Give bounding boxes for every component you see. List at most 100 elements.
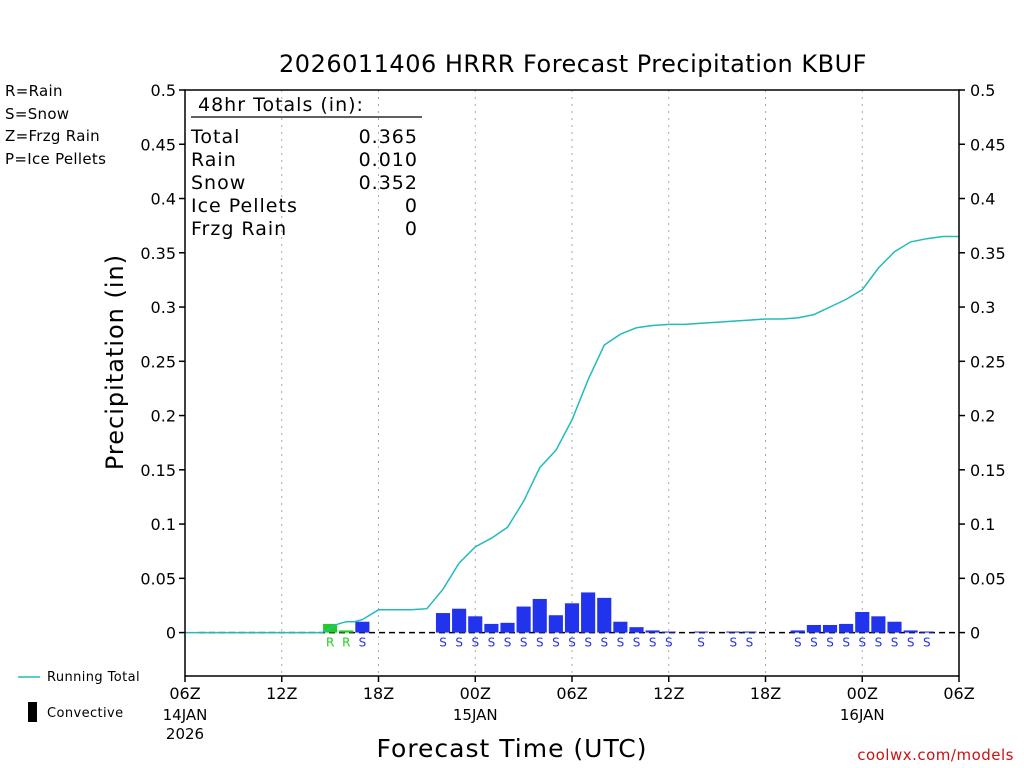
precip-type-label: S [536,636,544,650]
x-tick-year: 2026 [166,725,204,743]
precip-type-label: S [891,636,899,650]
y-tick-label-right: 0.05 [970,569,1006,588]
y-tick-label-right: 0.35 [970,244,1006,263]
totals-row-label: Ice Pellets [191,195,298,217]
totals-row-value: 0 [405,195,418,217]
precip-type-label: S [504,636,512,650]
y-tick-label-left: 0.4 [151,190,176,209]
x-tick-label: 18Z [363,684,394,703]
precip-type-label: S [633,636,641,650]
totals-row-label: Rain [191,149,237,171]
totals-row-label: Frzg Rain [191,218,287,240]
precip-bar [790,630,805,633]
precip-type-label: S [617,636,625,650]
precip-bar [887,621,902,633]
precip-bar [597,597,612,633]
precip-type-label: S [439,636,447,650]
precip-bar [629,627,644,633]
y-tick-label-left: 0.1 [151,515,176,534]
precip-bar [468,616,483,633]
precip-bar [452,608,467,633]
precip-type-label: S [875,636,883,650]
precip-type-label: S [584,636,592,650]
y-tick-label-left: 0.3 [151,298,176,317]
totals-row-value: 0.010 [359,149,418,171]
x-tick-label: 06Z [943,684,974,703]
precip-bar [726,631,741,633]
totals-row-label: Snow [191,172,246,194]
precip-type-label: S [858,636,866,650]
chart-title: 2026011406 HRRR Forecast Precipitation K… [279,50,867,78]
precip-type-label: S [697,636,705,650]
x-tick-label: 12Z [266,684,297,703]
precip-bar [806,624,821,633]
y-tick-label-right: 0.25 [970,352,1006,371]
precip-type-label: S [488,636,496,650]
precip-type-label: S [907,636,915,650]
y-tick-label-right: 0 [970,624,980,643]
running-total-line [185,235,959,634]
precip-bar [548,615,563,633]
precip-type-label: S [552,636,560,650]
precip-bar [500,622,515,633]
y-tick-label-right: 0.3 [970,298,995,317]
precip-type-label: S [455,636,463,650]
precip-bar [839,623,854,633]
precip-type-label: S [359,636,367,650]
x-tick-label: 18Z [750,684,781,703]
precip-bar [484,623,499,633]
precip-type-label: S [471,636,479,650]
precip-bar [871,616,886,633]
convective-legend-swatch [28,702,37,722]
y-tick-label-right: 0.1 [970,515,995,534]
precip-type-label: S [810,636,818,650]
y-tick-label-right: 0.4 [970,190,995,209]
y-tick-label-left: 0.5 [151,81,176,100]
y-tick-label-right: 0.2 [970,407,995,426]
x-axis-title: Forecast Time (UTC) [376,734,648,763]
x-tick-label: 06Z [169,684,200,703]
precip-type-label: R [326,636,334,650]
precip-bar [661,631,676,633]
y-tick-label-left: 0.45 [140,135,176,154]
x-tick-date: 15JAN [453,706,498,724]
y-tick-label-left: 0.25 [140,352,176,371]
precip-bar [435,613,451,633]
precip-bar [742,631,757,633]
site-credit: coolwx.com/models [857,746,1014,764]
precip-bar [613,621,628,633]
precip-type-label: S [520,636,528,650]
totals-row-label: Total [190,126,240,148]
precip-type-label: S [794,636,802,650]
x-tick-label: 00Z [847,684,878,703]
totals-heading: 48hr Totals (in): [198,94,364,116]
x-tick-label: 00Z [460,684,491,703]
precip-type-label: S [665,636,673,650]
precip-type-label: S [600,636,608,650]
legend-running-total-label: Running Total [47,670,140,685]
precip-type-label: S [826,636,834,650]
totals-row-value: 0.352 [359,172,418,194]
precip-type-label: S [649,636,657,650]
precip-bar [564,603,580,633]
totals-row-value: 0 [405,218,418,240]
legend-rain: R=Rain [5,82,63,100]
precip-bar [532,598,547,633]
legend-freezing-rain: Z=Frzg Rain [5,127,100,145]
x-tick-label: 12Z [653,684,684,703]
y-tick-label-right: 0.15 [970,461,1006,480]
y-tick-label-right: 0.5 [970,81,995,100]
precip-bar [903,630,918,633]
y-tick-label-left: 0.15 [140,461,176,480]
x-tick-label: 06Z [556,684,587,703]
precip-bar [693,631,709,633]
precip-type-label: S [842,636,850,650]
precip-bar [919,631,934,633]
legend-snow: S=Snow [5,105,70,123]
precip-type-label: S [729,636,737,650]
precip-type-label: S [568,636,576,650]
precip-bar [339,630,354,633]
precip-bar [855,611,870,633]
y-tick-label-left: 0.05 [140,569,176,588]
